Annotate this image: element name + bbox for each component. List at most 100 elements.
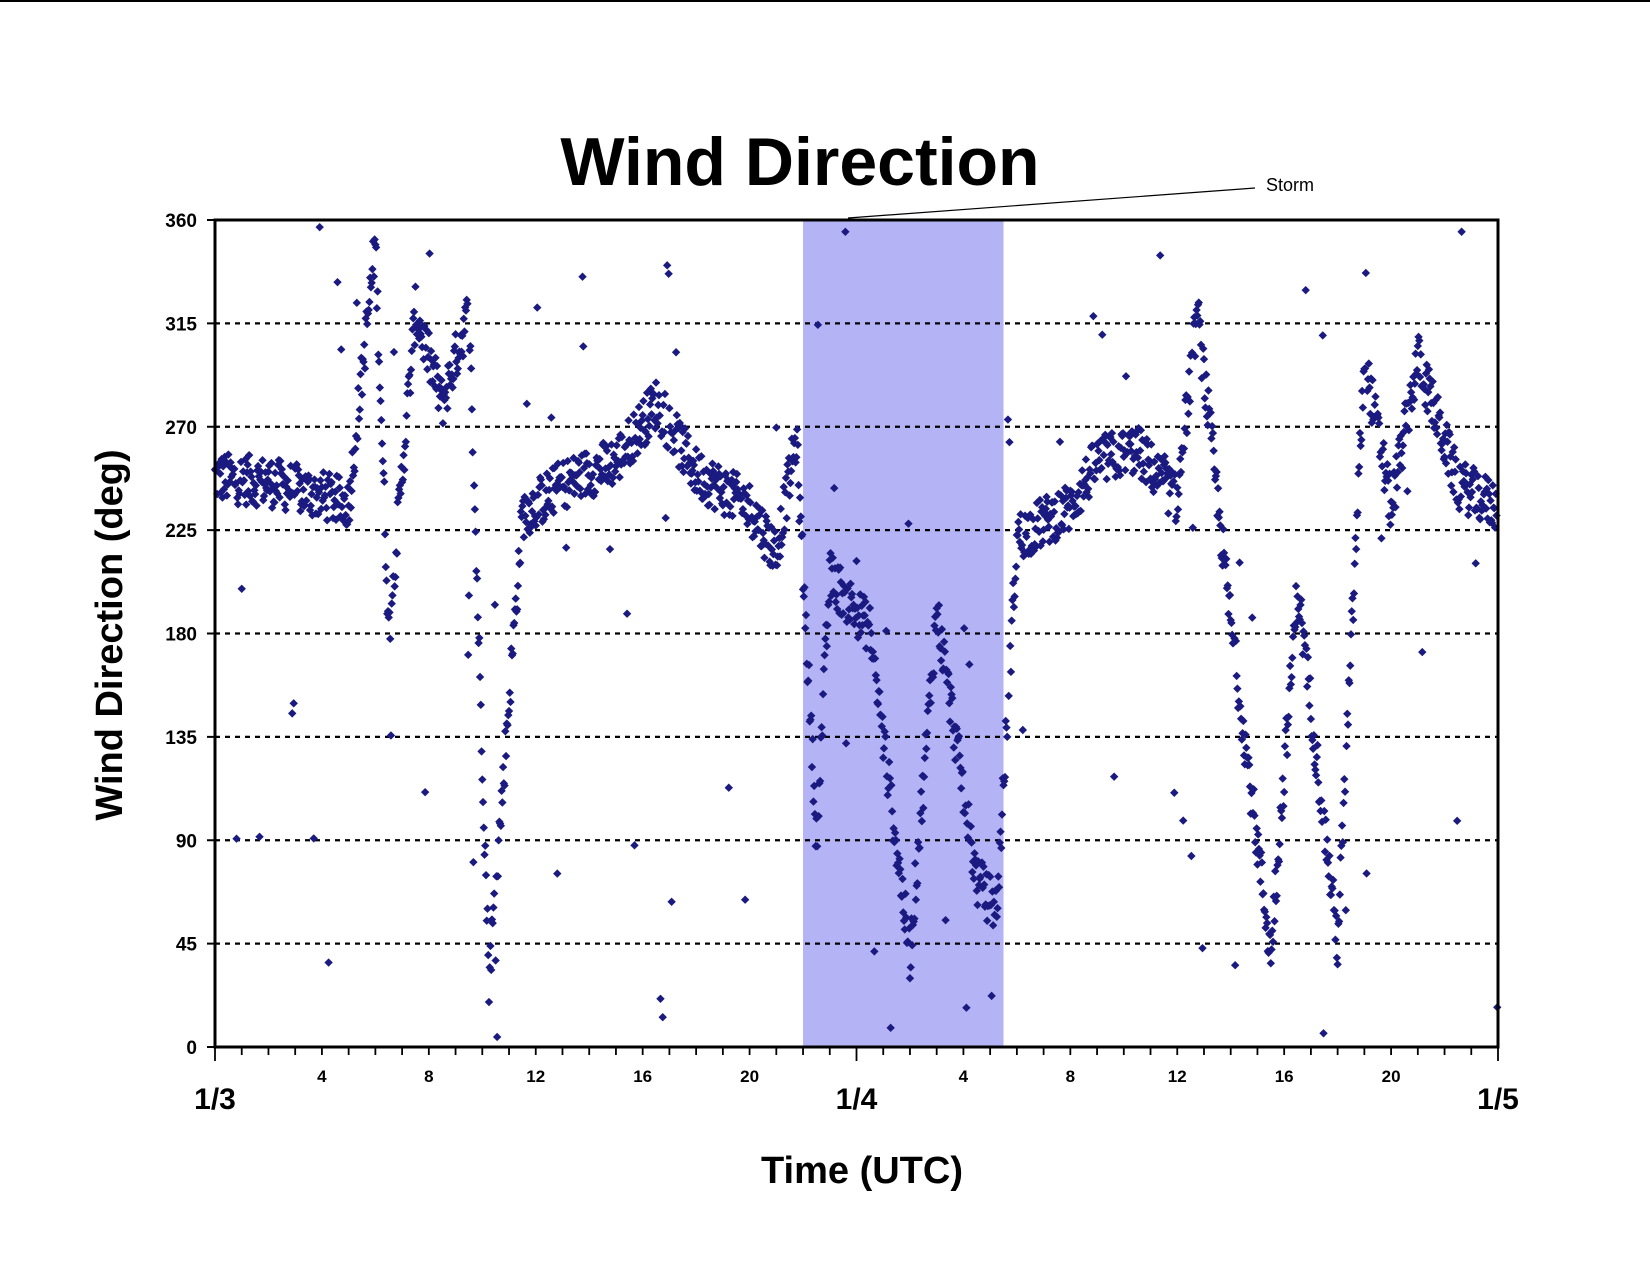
data-point [783, 460, 792, 469]
data-point [1059, 525, 1068, 534]
data-point [277, 465, 287, 474]
data-point [910, 914, 919, 923]
data-point [1005, 437, 1014, 447]
data-point [1046, 512, 1056, 521]
data-point [792, 453, 801, 462]
data-point [865, 603, 875, 613]
data-point [1296, 600, 1305, 610]
data-point [1252, 824, 1261, 833]
data-point [1256, 877, 1265, 886]
data-point [466, 341, 475, 351]
data-point [958, 767, 967, 777]
data-point [631, 433, 640, 443]
data-point [1049, 507, 1059, 517]
data-point [1340, 774, 1349, 784]
data-point [1309, 731, 1319, 740]
data-point [728, 511, 737, 521]
data-point [915, 843, 924, 852]
data-point [520, 492, 529, 502]
data-point [346, 503, 356, 512]
data-point [835, 563, 845, 572]
data-point [642, 388, 652, 397]
data-point [511, 594, 520, 603]
data-point [861, 644, 871, 653]
data-point [770, 527, 780, 536]
data-point [1388, 498, 1397, 507]
data-point [1311, 765, 1320, 774]
data-point [1311, 771, 1321, 780]
data-point [979, 862, 988, 871]
data-point [606, 461, 615, 470]
data-point [1393, 467, 1402, 477]
data-point [514, 546, 523, 556]
data-point [1057, 520, 1067, 530]
data-point [367, 278, 376, 288]
data-point [547, 502, 557, 511]
data-point [357, 390, 367, 399]
data-point [579, 342, 588, 351]
data-point [841, 739, 851, 748]
data-point [832, 590, 841, 599]
data-point [971, 861, 981, 870]
data-point [1103, 440, 1112, 450]
data-point [1397, 448, 1406, 458]
data-point [1391, 502, 1400, 512]
data-point [919, 772, 929, 782]
data-point [353, 434, 362, 443]
data-point [808, 734, 817, 744]
data-point [1133, 453, 1143, 462]
data-point [400, 465, 409, 475]
data-point [905, 974, 915, 983]
data-point [536, 475, 546, 484]
data-point [469, 481, 479, 490]
data-point [901, 889, 910, 898]
data-point [1034, 527, 1044, 536]
data-point [1354, 469, 1363, 478]
data-point [1084, 492, 1094, 502]
data-point [1328, 875, 1338, 885]
data-point [1331, 911, 1341, 921]
data-point [934, 601, 944, 610]
data-point [1484, 475, 1493, 485]
data-point [1014, 517, 1023, 527]
data-point [1383, 476, 1393, 485]
data-point [1428, 377, 1437, 386]
data-point [853, 603, 862, 613]
data-point [1348, 594, 1357, 603]
data-point [724, 783, 733, 792]
data-point [860, 611, 869, 620]
data-point [1222, 554, 1231, 564]
data-point [944, 669, 953, 679]
data-point [973, 900, 982, 910]
data-point [646, 384, 656, 393]
data-point [547, 413, 556, 422]
data-point [997, 843, 1006, 853]
data-point [1251, 848, 1261, 857]
data-point [369, 272, 379, 281]
data-point [259, 491, 269, 501]
data-point [1454, 495, 1463, 504]
data-point [1468, 475, 1477, 484]
data-point [378, 456, 387, 466]
data-point [1341, 906, 1350, 915]
data-point [1115, 466, 1124, 475]
data-point [237, 584, 246, 593]
data-point [272, 481, 281, 490]
data-point [1464, 510, 1473, 520]
data-point [1184, 409, 1193, 418]
data-point [633, 449, 642, 458]
data-point [1418, 647, 1427, 657]
data-point [1396, 431, 1405, 441]
data-point [634, 402, 644, 412]
x-tick-label: 4 [317, 1067, 327, 1086]
data-point [1194, 298, 1203, 307]
storm-annotation-line [847, 187, 1256, 219]
data-point [872, 675, 881, 685]
data-point [1375, 419, 1384, 428]
data-point [1137, 474, 1146, 483]
data-point [820, 650, 829, 660]
data-point [250, 489, 260, 499]
data-point [513, 581, 523, 591]
data-point [967, 838, 976, 847]
data-point [507, 644, 516, 653]
